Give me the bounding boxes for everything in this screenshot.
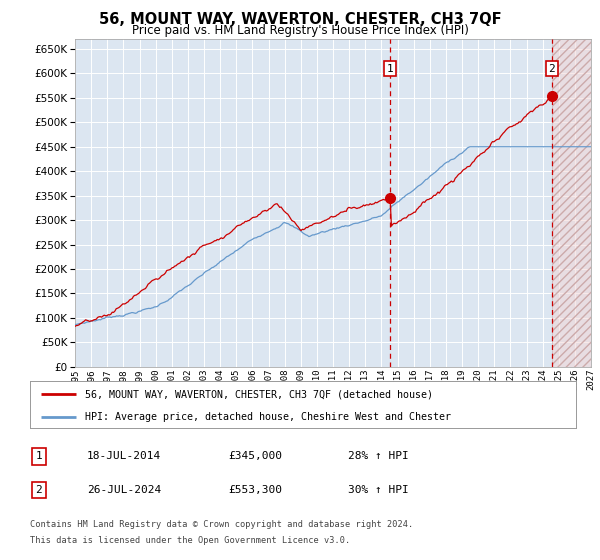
Text: £345,000: £345,000 bbox=[228, 451, 282, 461]
Text: 56, MOUNT WAY, WAVERTON, CHESTER, CH3 7QF: 56, MOUNT WAY, WAVERTON, CHESTER, CH3 7Q… bbox=[98, 12, 502, 27]
Bar bbox=[552, 39, 591, 367]
Text: 1: 1 bbox=[35, 451, 43, 461]
Text: 26-JUL-2024: 26-JUL-2024 bbox=[87, 485, 161, 495]
Text: 2: 2 bbox=[35, 485, 43, 495]
Text: £553,300: £553,300 bbox=[228, 485, 282, 495]
Bar bbox=[552, 39, 591, 367]
Text: 30% ↑ HPI: 30% ↑ HPI bbox=[348, 485, 409, 495]
Text: 28% ↑ HPI: 28% ↑ HPI bbox=[348, 451, 409, 461]
Text: 1: 1 bbox=[387, 63, 394, 73]
Text: 18-JUL-2014: 18-JUL-2014 bbox=[87, 451, 161, 461]
Text: 2: 2 bbox=[548, 63, 555, 73]
Text: This data is licensed under the Open Government Licence v3.0.: This data is licensed under the Open Gov… bbox=[30, 536, 350, 545]
Text: HPI: Average price, detached house, Cheshire West and Chester: HPI: Average price, detached house, Ches… bbox=[85, 412, 451, 422]
Text: 56, MOUNT WAY, WAVERTON, CHESTER, CH3 7QF (detached house): 56, MOUNT WAY, WAVERTON, CHESTER, CH3 7Q… bbox=[85, 389, 433, 399]
Text: Price paid vs. HM Land Registry's House Price Index (HPI): Price paid vs. HM Land Registry's House … bbox=[131, 24, 469, 36]
Text: Contains HM Land Registry data © Crown copyright and database right 2024.: Contains HM Land Registry data © Crown c… bbox=[30, 520, 413, 529]
